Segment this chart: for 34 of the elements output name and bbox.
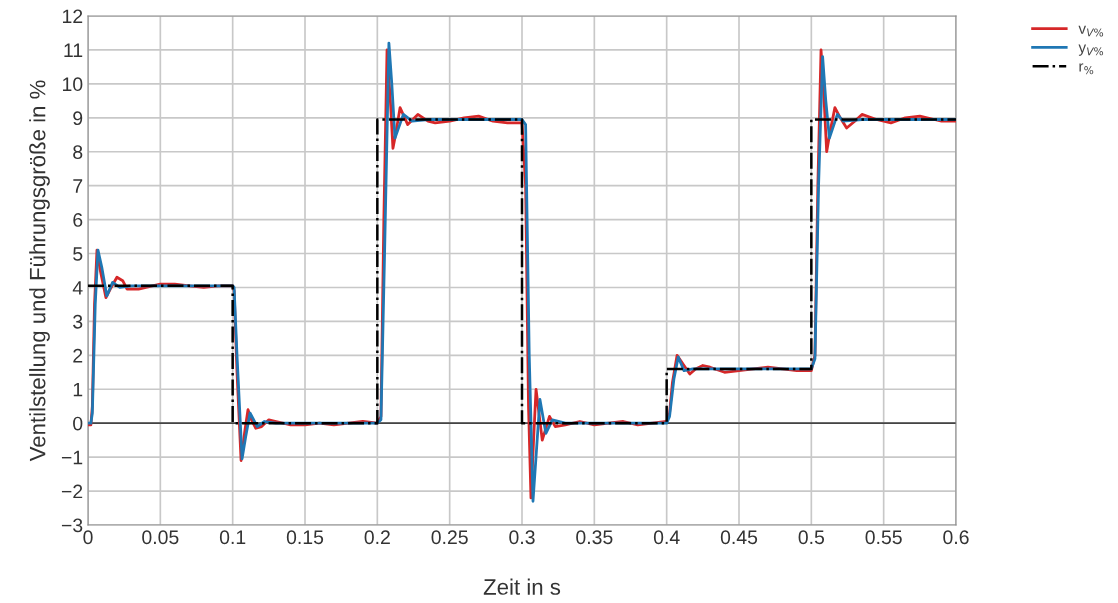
y-tick-label: 10 [63, 77, 83, 92]
y-tick-label: 11 [64, 43, 83, 57]
y-tick-label: 12 [63, 9, 83, 24]
x-tick-label: 0.5 [798, 530, 825, 545]
x-tick-label: 0.2 [364, 530, 390, 545]
y-tick-label: 4 [72, 281, 83, 295]
y-tick-label: −1 [61, 450, 83, 465]
x-tick-label: 0.4 [653, 530, 680, 545]
y-tick-label: −3 [61, 518, 83, 533]
x-tick-label: 0.55 [865, 530, 902, 545]
x-tick-label: 0.6 [943, 530, 969, 545]
y-tick-label: 5 [73, 247, 83, 261]
y-tick-label: 0 [73, 416, 83, 431]
x-tick-label: 0.3 [509, 530, 535, 545]
x-tick-label: 0.35 [576, 530, 613, 545]
y-tick-label: 7 [73, 179, 83, 193]
y-tick-label: 3 [73, 314, 83, 329]
x-tick-label: 0.25 [431, 530, 468, 545]
y-tick-label: −2 [61, 484, 83, 499]
y-axis-title: Ventilstellung und Führungsgröße in % [29, 80, 50, 462]
x-axis-title: Zeit in s [483, 578, 561, 595]
legend-label: r$_{%}$ [1079, 63, 1094, 75]
x-tick-label: 0.45 [720, 530, 758, 545]
x-tick-label: 0 [83, 530, 93, 545]
y-tick-label: 8 [73, 145, 83, 159]
y-tick-label: 1 [73, 382, 83, 397]
x-tick-label: 0.1 [219, 530, 246, 545]
legend-label: y$_{V%}$ [1078, 44, 1104, 56]
legend-label: v$_{V%}$ [1078, 25, 1104, 37]
y-tick-label: 6 [73, 213, 83, 227]
y-tick-label: 9 [73, 111, 83, 126]
x-tick-label: 0.15 [286, 530, 324, 545]
x-tick-label: 0.05 [142, 530, 179, 545]
y-tick-label: 2 [73, 348, 83, 363]
